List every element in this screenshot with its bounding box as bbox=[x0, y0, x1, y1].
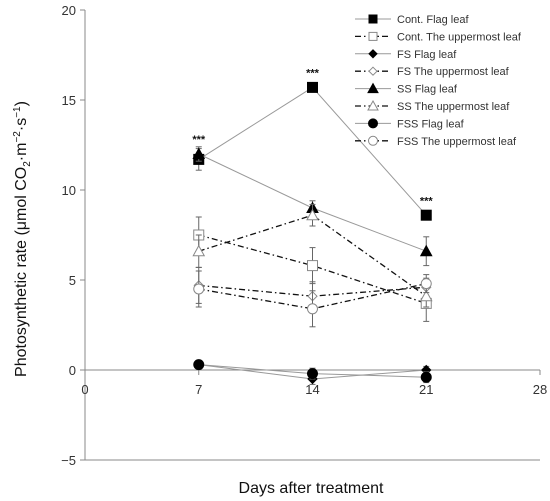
legend-entry: SS Flag leaf bbox=[355, 82, 458, 96]
data-point bbox=[420, 371, 432, 383]
series-line bbox=[198, 282, 427, 310]
y-tick-label: −5 bbox=[61, 453, 76, 468]
legend-marker bbox=[368, 66, 378, 76]
legend-label: FS The uppermost leaf bbox=[397, 66, 510, 78]
y-tick-label: 15 bbox=[62, 93, 76, 108]
y-axis-title-sub: 2 bbox=[22, 161, 33, 167]
legend-entry: FSS The uppermost leaf bbox=[355, 135, 517, 148]
y-tick-label: 5 bbox=[69, 273, 76, 288]
series-5 bbox=[192, 203, 433, 308]
x-tick-label: 0 bbox=[81, 382, 88, 397]
data-point bbox=[306, 208, 319, 221]
x-tick-label: 28 bbox=[533, 382, 547, 397]
y-tick-label: 20 bbox=[62, 3, 76, 18]
legend-label: Cont. The uppermost leaf bbox=[397, 31, 522, 43]
series-layer bbox=[192, 81, 433, 385]
y-axis-title-main: Photosynthetic rate (μmol CO bbox=[13, 167, 30, 377]
legend-marker bbox=[368, 31, 378, 41]
legend-label: Cont. Flag leaf bbox=[397, 14, 469, 26]
significance-annotation: *** bbox=[306, 68, 320, 80]
y-axis-title-mid: ·m bbox=[13, 143, 30, 162]
data-point bbox=[419, 244, 433, 257]
y-tick-label: 10 bbox=[62, 183, 76, 198]
legend-entry: FS The uppermost leaf bbox=[355, 66, 510, 78]
data-point bbox=[192, 244, 206, 257]
legend-marker bbox=[368, 14, 378, 24]
y-axis-title-mid2: ·s bbox=[13, 118, 30, 131]
legend-entry: FS Flag leaf bbox=[355, 49, 457, 61]
x-tick-label: 7 bbox=[195, 382, 202, 397]
legend-marker bbox=[367, 99, 379, 111]
data-point bbox=[193, 283, 205, 295]
legend-marker bbox=[368, 135, 378, 146]
y-tick-label: 0 bbox=[69, 363, 76, 378]
axes: −5 0 5 10 15 20 0 7 14 21 28 bbox=[61, 3, 547, 468]
data-point bbox=[192, 147, 206, 159]
legend-label: FS Flag leaf bbox=[397, 49, 457, 61]
y-axis-title-sup2: −1 bbox=[12, 106, 23, 118]
series-line bbox=[198, 214, 427, 297]
data-point bbox=[420, 209, 432, 221]
series-line bbox=[198, 284, 427, 297]
legend-entry: FSS Flag leaf bbox=[355, 118, 465, 130]
significance-annotation: *** bbox=[192, 134, 206, 146]
legend-marker bbox=[368, 49, 378, 59]
legend-marker bbox=[367, 82, 379, 94]
series-7 bbox=[193, 270, 432, 328]
legend-label: FSS Flag leaf bbox=[397, 118, 465, 130]
plot-frame bbox=[84, 10, 540, 461]
annotations-layer: *** *** *** bbox=[192, 68, 433, 208]
legend-entry: SS The uppermost leaf bbox=[355, 99, 510, 113]
series-line bbox=[198, 86, 427, 216]
data-point bbox=[420, 278, 432, 290]
significance-annotation: *** bbox=[420, 195, 434, 207]
data-point bbox=[193, 359, 205, 371]
series-0 bbox=[193, 81, 432, 221]
legend-entry: Cont. The uppermost leaf bbox=[355, 31, 522, 43]
series-6 bbox=[193, 359, 432, 384]
legend-entry: Cont. Flag leaf bbox=[355, 14, 469, 26]
legend-marker bbox=[368, 118, 378, 129]
legend-label: SS The uppermost leaf bbox=[397, 101, 510, 113]
y-axis-title-end: ) bbox=[13, 101, 30, 106]
x-axis-title: Days after treatment bbox=[239, 480, 385, 497]
legend-label: SS Flag leaf bbox=[397, 84, 458, 96]
legend: Cont. Flag leaf Cont. The uppermost leaf F… bbox=[355, 14, 522, 148]
data-point bbox=[307, 260, 318, 272]
data-point bbox=[419, 289, 433, 302]
data-point bbox=[307, 368, 318, 380]
y-axis-title: Photosynthetic rate (μmol CO2·m−2·s−1) bbox=[12, 101, 33, 377]
data-point bbox=[307, 81, 318, 93]
x-tick-label: 14 bbox=[305, 382, 319, 397]
legend-label: FSS The uppermost leaf bbox=[397, 136, 517, 148]
data-point bbox=[307, 303, 318, 315]
x-tick-label: 21 bbox=[419, 382, 433, 397]
y-axis-title-sup1: −2 bbox=[12, 131, 23, 143]
